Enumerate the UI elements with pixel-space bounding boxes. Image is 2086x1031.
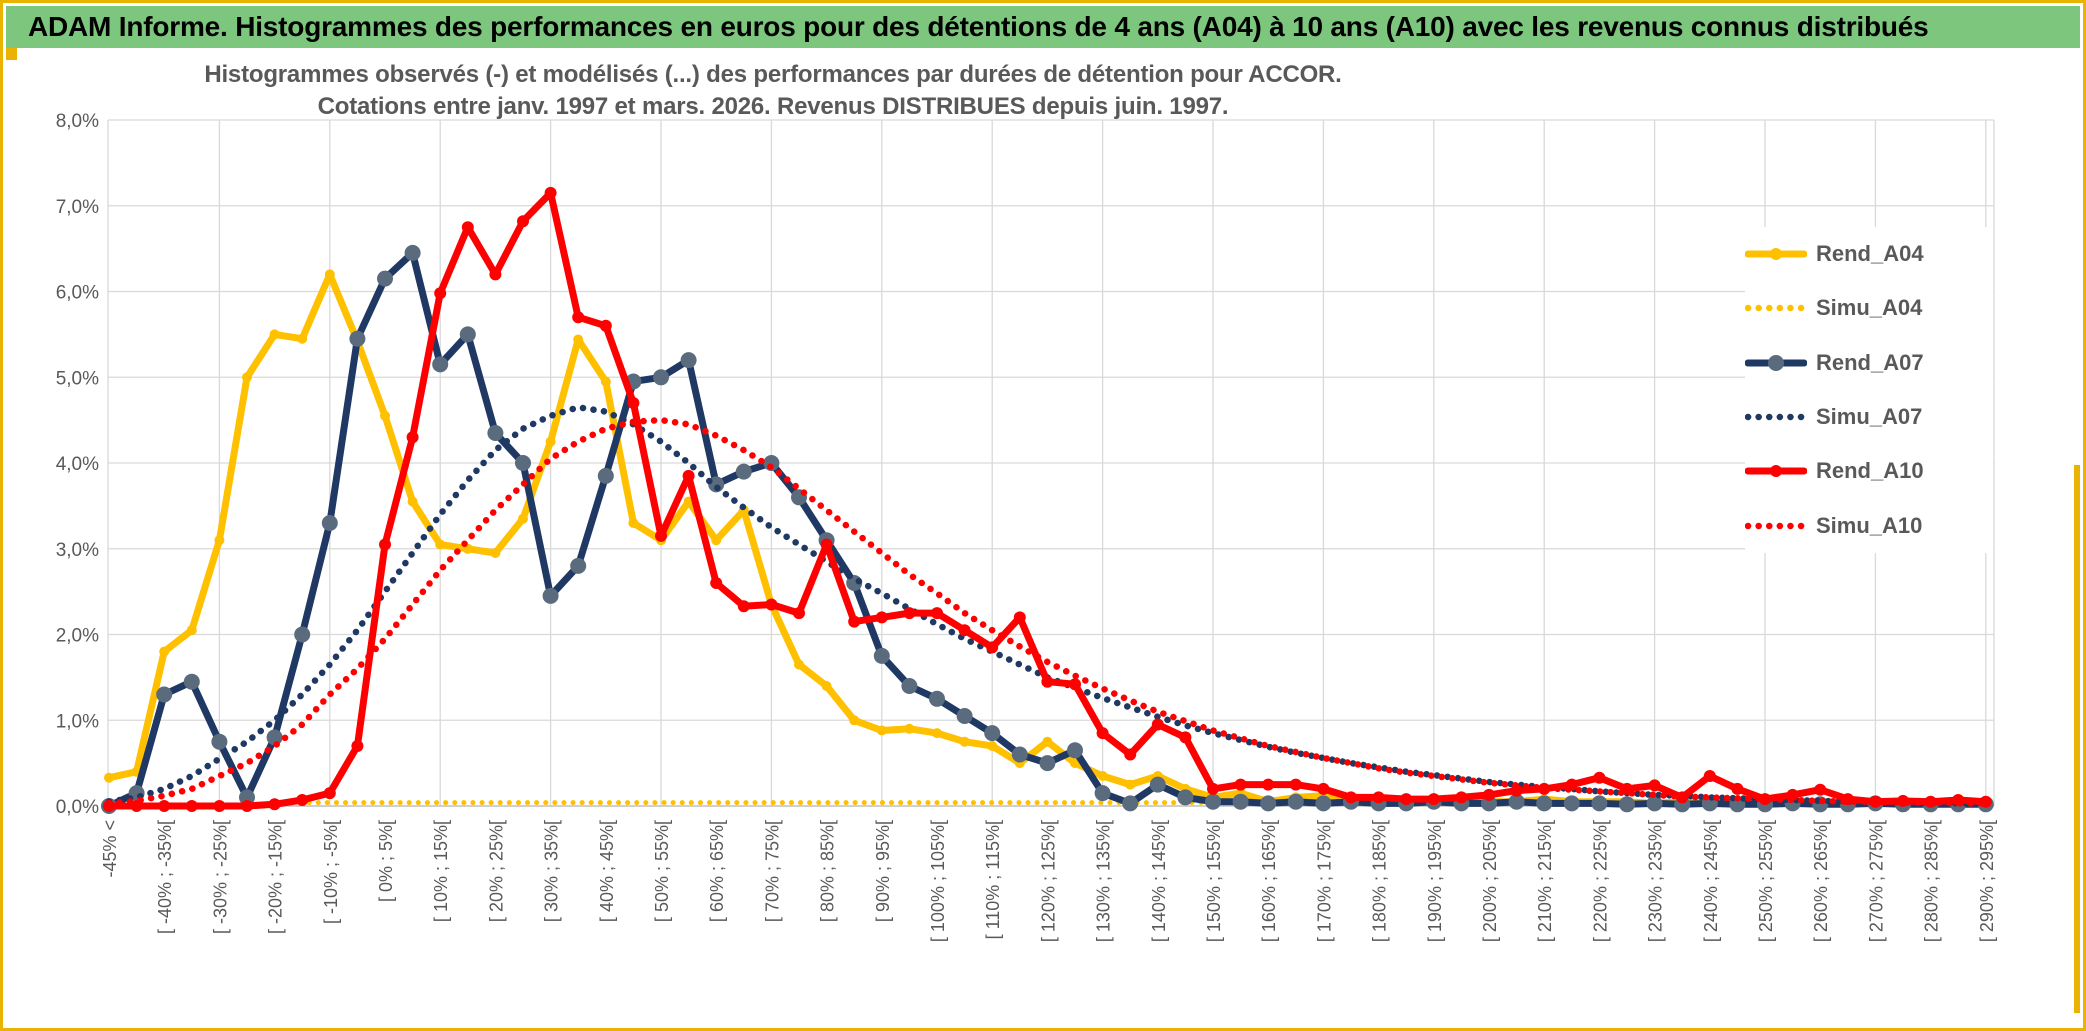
x-tick-label: [ 240% ; 245%[ bbox=[1701, 820, 1721, 942]
legend-item-Simu_A07[interactable]: Simu_A07 bbox=[1745, 390, 1993, 444]
chart-legend: Rend_A04 Simu_A04 Rend_A07 Simu_A07 Rend… bbox=[1745, 227, 1993, 553]
legend-swatch-Rend_A07 bbox=[1745, 354, 1807, 371]
x-tick-label: [ 60% ; 65%[ bbox=[707, 820, 727, 922]
x-tick-label: [ -10% ; -5%[ bbox=[321, 820, 341, 924]
x-tick-label: [ -30% ; -25%[ bbox=[210, 820, 230, 934]
x-tick-label: [ -20% ; -15%[ bbox=[266, 820, 286, 934]
series-Simu_A10 bbox=[105, 416, 1990, 807]
legend-item-Rend_A04[interactable]: Rend_A04 bbox=[1745, 227, 1993, 281]
y-tick-label: 7,0% bbox=[56, 197, 99, 218]
legend-label: Simu_A10 bbox=[1816, 512, 1923, 538]
x-tick-label: [ -40% ; -35%[ bbox=[155, 820, 175, 934]
x-tick-label: [ 150% ; 155%[ bbox=[1204, 820, 1224, 942]
x-tick-label: [ 20% ; 25%[ bbox=[486, 820, 506, 922]
legend-label: Rend_A07 bbox=[1816, 349, 1924, 375]
y-tick-label: 8,0% bbox=[56, 111, 99, 132]
x-tick-label: [ 270% ; 275%[ bbox=[1866, 820, 1886, 942]
x-tick-label: [ 120% ; 125%[ bbox=[1038, 820, 1058, 942]
x-tick-label: [ 70% ; 75%[ bbox=[762, 820, 782, 922]
y-tick-label: 1,0% bbox=[56, 711, 99, 732]
x-tick-label: [ 190% ; 195%[ bbox=[1425, 820, 1445, 942]
x-tick-label: [ 80% ; 85%[ bbox=[818, 820, 838, 922]
legend-swatch-Rend_A04 bbox=[1745, 248, 1807, 261]
x-tick-label: [ 160% ; 165%[ bbox=[1259, 820, 1279, 942]
gold-accent-left bbox=[6, 48, 17, 60]
x-tick-label: [ 100% ; 105%[ bbox=[928, 820, 948, 942]
x-tick-label: [ 250% ; 255%[ bbox=[1756, 820, 1776, 942]
performance-histogram-plot: 0,0% 1,0% 2,0% 3,0% 4,0% 5,0% 6,0% 7,0% 8,0% -45%… bbox=[56, 111, 1997, 942]
x-tick-label: [ 110% ; 115%[ bbox=[983, 820, 1003, 939]
legend-item-Simu_A10[interactable]: Simu_A10 bbox=[1745, 498, 1993, 552]
x-tick-label: [ 130% ; 135%[ bbox=[1094, 820, 1114, 942]
x-tick-label: [ 50% ; 55%[ bbox=[652, 820, 672, 922]
legend-swatch-Rend_A10 bbox=[1745, 465, 1807, 478]
x-tick-label: [ 40% ; 45%[ bbox=[597, 820, 617, 922]
legend-swatch-Simu_A04 bbox=[1745, 305, 1807, 312]
legend-item-Simu_A04[interactable]: Simu_A04 bbox=[1745, 281, 1993, 335]
legend-item-Rend_A10[interactable]: Rend_A10 bbox=[1745, 444, 1993, 498]
x-tick-label: [ 260% ; 265%[ bbox=[1811, 820, 1831, 942]
legend-swatch-Simu_A10 bbox=[1745, 522, 1807, 529]
x-tick-label: [ 30% ; 35%[ bbox=[542, 820, 562, 922]
x-tick-label: [ 220% ; 225%[ bbox=[1590, 820, 1610, 942]
legend-swatch-Simu_A07 bbox=[1745, 413, 1807, 421]
y-tick-label: 3,0% bbox=[56, 540, 99, 561]
legend-label: Rend_A10 bbox=[1816, 458, 1924, 484]
series-Rend_A07 bbox=[101, 244, 1994, 814]
x-tick-label: [ 140% ; 145%[ bbox=[1149, 820, 1169, 942]
banner-title: ADAM Informe. Histogrammes des performan… bbox=[6, 6, 2080, 48]
chart-title-line2: Cotations entre janv. 1997 et mars. 2026… bbox=[317, 93, 1229, 120]
x-tick-label: [ 200% ; 205%[ bbox=[1480, 820, 1500, 942]
legend-label: Simu_A07 bbox=[1816, 404, 1923, 430]
x-tick-label: [ 0% ; 5%[ bbox=[376, 820, 396, 902]
x-tick-label: [ 210% ; 215%[ bbox=[1535, 820, 1555, 942]
x-tick-label: [ 290% ; 295%[ bbox=[1977, 820, 1997, 942]
y-tick-label: 4,0% bbox=[56, 454, 99, 475]
chart-title-line1: Histogrammes observés (-) et modélisés (… bbox=[204, 61, 1342, 88]
x-tick-label: [ 280% ; 285%[ bbox=[1922, 820, 1942, 942]
y-tick-label: 2,0% bbox=[56, 626, 99, 647]
y-tick-label: 0,0% bbox=[56, 797, 99, 818]
legend-item-Rend_A07[interactable]: Rend_A07 bbox=[1745, 336, 1993, 390]
x-tick-label: [ 10% ; 15%[ bbox=[431, 820, 451, 922]
y-tick-label: 6,0% bbox=[56, 283, 99, 304]
x-tick-label: [ 230% ; 235%[ bbox=[1646, 820, 1666, 942]
legend-label: Rend_A04 bbox=[1816, 241, 1924, 267]
x-tick-label: [ 90% ; 95%[ bbox=[873, 820, 893, 922]
x-tick-label: [ 170% ; 175%[ bbox=[1314, 820, 1334, 942]
y-tick-label: 5,0% bbox=[56, 368, 99, 389]
legend-label: Simu_A04 bbox=[1816, 295, 1923, 321]
x-tick-label: -45% < bbox=[100, 820, 120, 878]
x-tick-label: [ 180% ; 185%[ bbox=[1370, 820, 1390, 942]
gold-accent-right bbox=[2074, 465, 2080, 1013]
